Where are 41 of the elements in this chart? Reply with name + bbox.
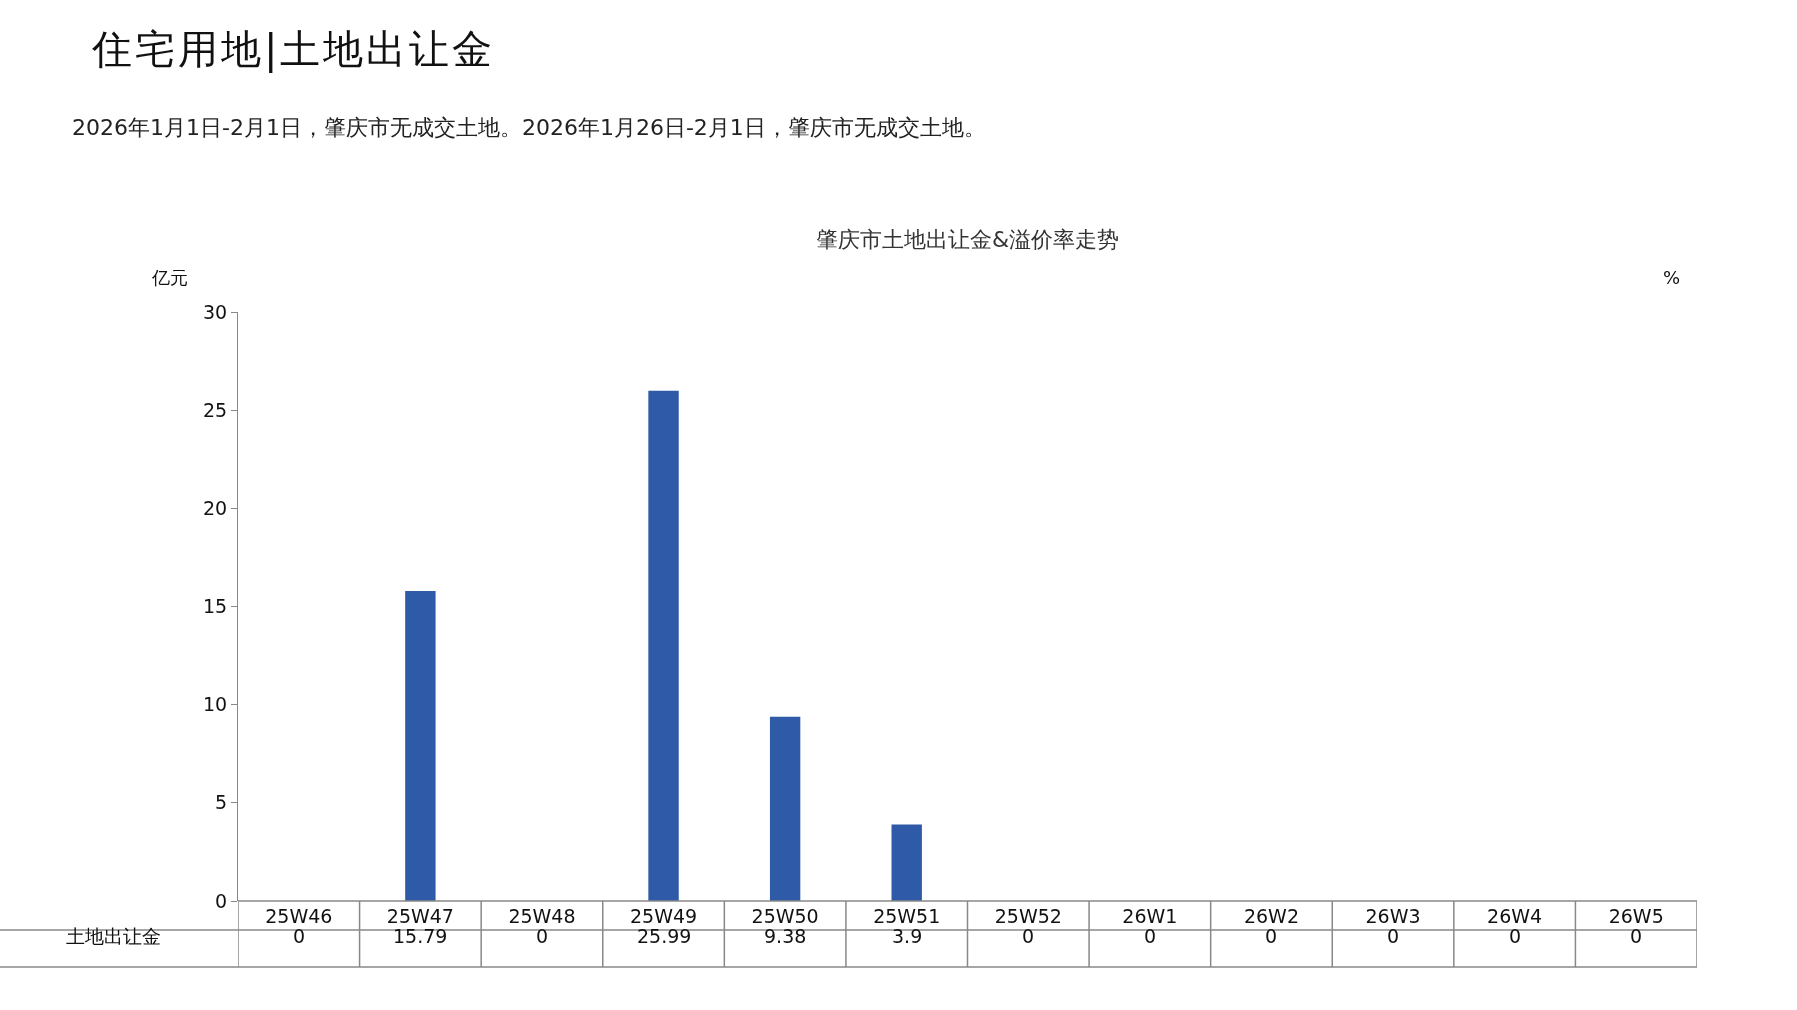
y-tick-label: 25 xyxy=(203,398,228,421)
data-label: 0 xyxy=(536,925,549,947)
chart-subtitle: 2026年1月1日-2月1日，肇庆市无成交土地。2026年1月26日-2月1日，肇庆市无成交土地。 xyxy=(72,114,986,142)
data-label: 0 xyxy=(1387,925,1400,947)
bar xyxy=(891,824,922,901)
x-tick-label: 25W50 xyxy=(751,905,819,927)
data-label: 15.79 xyxy=(393,925,448,947)
x-tick-label: 25W46 xyxy=(265,905,333,927)
bar xyxy=(405,590,436,901)
text: 肇庆市土地出让金&溢价率走势 xyxy=(816,227,1120,252)
x-tick-label: 26W2 xyxy=(1243,905,1299,927)
x-tick-label: 26W4 xyxy=(1487,905,1543,927)
y2-axis-title: % xyxy=(1663,267,1681,288)
y-tick-label: 10 xyxy=(203,693,228,716)
data-label: 3.9 xyxy=(892,925,923,947)
data-label: 0 xyxy=(1630,925,1643,947)
x-tick-label: 26W3 xyxy=(1365,905,1421,927)
bar xyxy=(769,716,801,901)
y-tick-label: 0 xyxy=(215,889,228,912)
y-tick-label: 5 xyxy=(215,791,228,814)
bar xyxy=(648,390,679,901)
data-label: 0 xyxy=(1509,925,1522,947)
data-label: 0 xyxy=(1144,925,1157,947)
y-tick-label: 30 xyxy=(203,300,228,323)
data-label: 0 xyxy=(1022,925,1035,947)
data-label: 0 xyxy=(293,925,306,947)
data-label: 25.99 xyxy=(637,925,692,947)
chart-title: 住宅用地|土地出让金 xyxy=(92,25,496,75)
x-tick-label: 26W1 xyxy=(1122,905,1178,927)
x-tick-label: 25W48 xyxy=(508,905,576,927)
x-tick-label: 25W52 xyxy=(994,905,1062,927)
text: 土地出让金 xyxy=(66,925,161,947)
data-label: 9.38 xyxy=(764,925,807,947)
y-tick-label: 20 xyxy=(203,496,228,519)
x-tick-label: 25W51 xyxy=(873,905,941,927)
data-label: 0 xyxy=(1265,925,1278,947)
x-tick-label: 25W47 xyxy=(386,905,454,927)
y-axis-title: 亿元 xyxy=(151,267,188,288)
x-tick-label: 26W5 xyxy=(1608,905,1664,927)
x-tick-label: 25W49 xyxy=(629,905,698,927)
y-tick-label: 15 xyxy=(203,595,228,618)
